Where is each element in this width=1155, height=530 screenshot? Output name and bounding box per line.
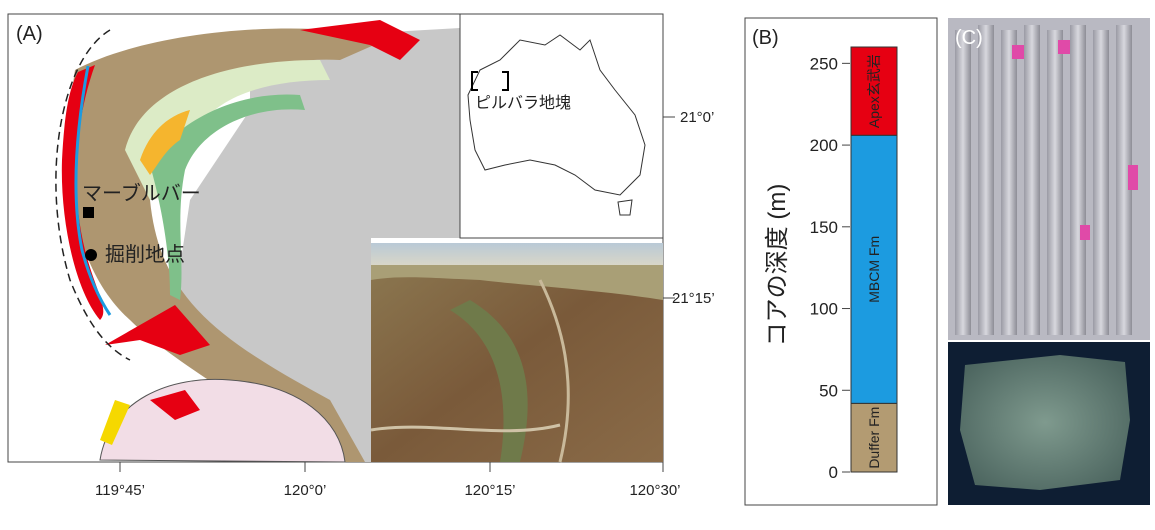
panel-label: (B)	[752, 27, 779, 49]
core-tubes	[955, 25, 1138, 335]
unit-label: Apex玄武岩	[866, 54, 882, 128]
inset-frame	[459, 13, 664, 239]
lon-ticks: 119°45’ 120°0’ 120°15’ 120°30’	[95, 462, 681, 499]
drill-site-marker	[85, 249, 97, 261]
map-unit-red	[300, 20, 420, 60]
y-tick-label: 0	[829, 463, 838, 482]
australia-outline	[467, 34, 646, 196]
column-unit	[850, 134, 898, 404]
y-tick-label: 100	[810, 300, 838, 319]
unit-label: MBCM Fm	[866, 236, 882, 303]
lon-label: 119°45’	[95, 482, 145, 499]
lat-label: 21°15’	[672, 290, 715, 307]
y-tick-label: 250	[810, 54, 838, 73]
map-unit-red	[150, 390, 200, 420]
place-label: マーブルバー	[82, 181, 201, 205]
map-unit-red	[105, 305, 210, 355]
panel-b: (B) コアの深度 (m) 0 50 100 150 200 250 Duffer Fm MB…	[744, 17, 938, 506]
lon-label: 120°0’	[284, 482, 327, 499]
lon-label: 120°30’	[629, 482, 680, 499]
panel-c: (C)	[948, 18, 1150, 505]
map-unit-orange	[140, 110, 190, 175]
map-unit-red	[61, 65, 104, 320]
town-marker	[83, 207, 94, 218]
lon-label: 120°15’	[464, 482, 515, 499]
map-unit-green	[150, 94, 305, 300]
place-label: ピルバラ地塊	[475, 94, 571, 112]
aerial-photo	[370, 243, 663, 463]
map-unit-yellow	[100, 400, 130, 445]
y-tick-label: 150	[810, 218, 838, 237]
y-tick-label: 200	[810, 136, 838, 155]
axis-label: コアの深度 (m)	[764, 184, 791, 347]
map-unit-blue	[74, 65, 112, 316]
panel-label: (A)	[16, 23, 43, 45]
place-label: 掘削地点	[105, 243, 185, 266]
panel-a: (A) マーブルバー 掘削地点 ピルバラ地塊 21°0’ 21°15’ 119°…	[7, 13, 715, 499]
tasmania-outline	[617, 199, 633, 216]
rock-sample	[960, 355, 1130, 490]
column-unit	[850, 46, 898, 136]
map-boundary	[55, 29, 131, 361]
panel-frame	[744, 17, 938, 506]
panel-label: (C)	[955, 27, 983, 49]
unit-label: Duffer Fm	[866, 407, 882, 469]
locator-bracket	[471, 71, 509, 91]
y-tick-label: 50	[819, 381, 838, 400]
column-unit	[850, 402, 898, 473]
lat-label: 21°0’	[680, 109, 714, 126]
